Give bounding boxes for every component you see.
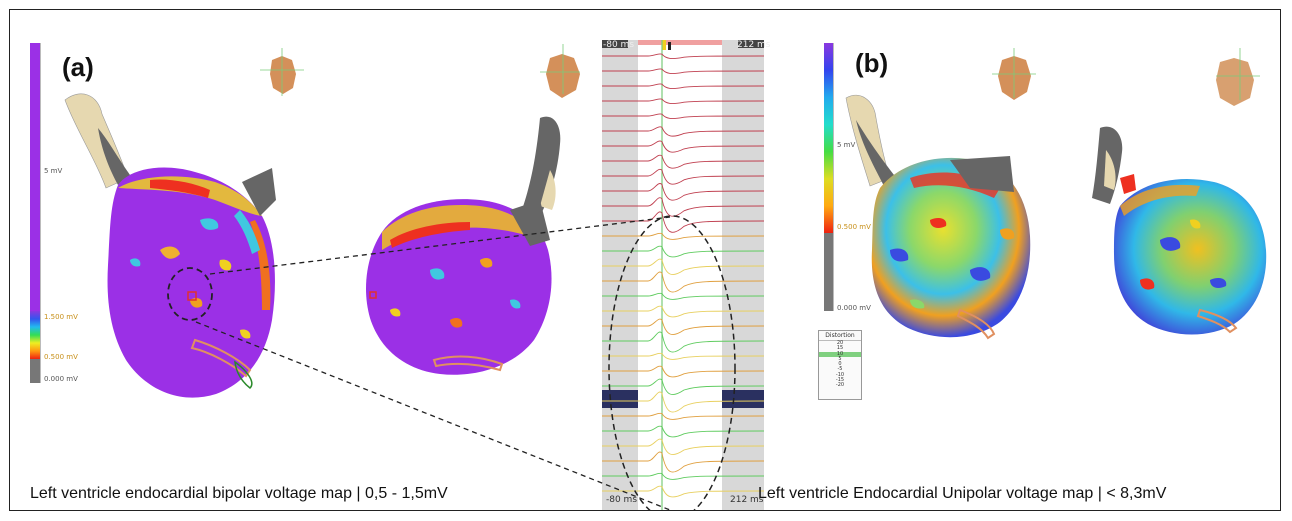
- torso-orientation-icon: [1216, 48, 1260, 106]
- panel-b-caption: Left ventricle Endocardial Unipolar volt…: [758, 485, 1167, 502]
- bipolar-scale-upper: 1.500 mV: [44, 313, 78, 321]
- electrogram-trace: [602, 211, 765, 233]
- electrogram-trace: [602, 232, 765, 240]
- electrogram-trace: [602, 438, 765, 456]
- electrogram-trace: [602, 318, 765, 336]
- unipolar-scale-threshold: 0.500 mV: [837, 223, 871, 231]
- electrogram-traces: [602, 53, 765, 498]
- electrogram-trace: [602, 472, 765, 480]
- panel-a-caption: Left ventricle endocardial bipolar volta…: [30, 485, 448, 502]
- electrogram-trace: [602, 305, 765, 318]
- electrogram-trace: [602, 113, 765, 120]
- bipolar-map-anterior: [64, 93, 276, 398]
- electrogram-trace: [602, 425, 765, 438]
- bipolar-scale-lower: 0.500 mV: [44, 353, 78, 361]
- ms-end-top: 212 ms: [737, 40, 771, 50]
- unipolar-color-scale: [824, 43, 834, 311]
- zoom-connector-bottom: [195, 321, 671, 510]
- distortion-value: 10: [819, 351, 861, 357]
- torso-orientation-icon: [992, 48, 1036, 100]
- unipolar-map-posterior: [1092, 126, 1267, 335]
- distortion-value: -10: [835, 371, 845, 378]
- zoom-ellipse: [608, 215, 736, 510]
- electrogram-trace: [602, 140, 765, 153]
- electrogram-trace: [602, 331, 765, 353]
- electrogram-panel: [602, 40, 764, 510]
- electrogram-trace: [602, 98, 765, 105]
- distortion-legend: Distortion 20 15 10 5 0 -5 -10 -15 -20: [818, 330, 862, 400]
- ms-start-bottom: -80 ms: [606, 495, 638, 505]
- electrogram-trace: [602, 378, 765, 396]
- electrogram-trace: [602, 83, 765, 90]
- electrogram-trace: [602, 197, 765, 217]
- electrogram-trace: [602, 485, 765, 498]
- figure-drawing: [64, 40, 1267, 510]
- distortion-value: 0: [838, 361, 842, 368]
- distortion-value: -5: [837, 366, 843, 373]
- electrogram-trace: [602, 183, 765, 201]
- distortion-value: -15: [835, 377, 845, 384]
- distortion-value: 15: [836, 345, 844, 352]
- distortion-value: 20: [836, 340, 844, 346]
- ms-start-top: -80 ms: [603, 40, 635, 50]
- unipolar-map-anterior: [845, 94, 1031, 340]
- bipolar-map-posterior: [366, 116, 561, 375]
- torso-orientation-icon: [260, 48, 304, 96]
- distortion-value: -20: [835, 382, 845, 389]
- electrogram-trace: [602, 412, 765, 420]
- electrogram-trace: [602, 292, 765, 300]
- unipolar-scale-min: 0.000 mV: [837, 304, 871, 312]
- electrogram-trace: [602, 168, 765, 185]
- panel-a-label: (a): [62, 52, 94, 82]
- electrogram-trace: [602, 271, 765, 293]
- electrogram-trace: [602, 258, 765, 276]
- distortion-value: 5: [838, 355, 842, 362]
- electrogram-trace: [602, 53, 765, 60]
- electrogram-trace: [602, 365, 765, 378]
- electrogram-trace: [602, 391, 765, 413]
- distortion-title: Distortion: [819, 331, 861, 341]
- ms-end-bottom: 212 ms: [730, 495, 764, 505]
- figure-frame: (a) (b) 5 mV 1.500 mV 0.500 mV 0.000 mV …: [9, 9, 1281, 511]
- bipolar-scale-top: 5 mV: [44, 167, 63, 175]
- electrogram-trace: [602, 451, 765, 473]
- electrogram-trace: [602, 126, 765, 137]
- torso-orientation-icon: [540, 44, 580, 98]
- bipolar-color-scale: [30, 43, 41, 383]
- electrogram-trace: [602, 352, 765, 360]
- electrogram-trace: [602, 68, 765, 75]
- electrogram-trace: [602, 245, 765, 258]
- electrogram-trace: [602, 154, 765, 169]
- panel-b-label: (b): [855, 48, 889, 78]
- bipolar-scale-min: 0.000 mV: [44, 375, 78, 383]
- unipolar-scale-top: 5 mV: [837, 141, 856, 149]
